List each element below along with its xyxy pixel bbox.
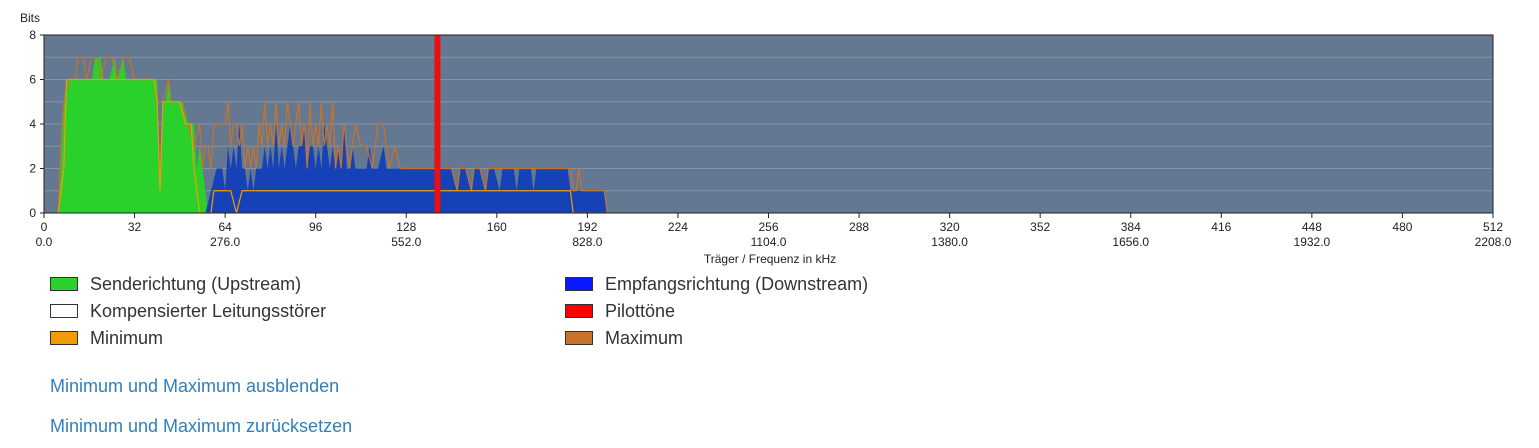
x-freq-label: 276.0 — [210, 235, 240, 249]
legend-item-pilot: Pilottöne — [565, 300, 675, 322]
bit-loading-chart: 0 2 4 6 8 0 32 64 96 128 160 192 224 256 288 320 352 384 4… — [20, 11, 1512, 266]
y-tick-label: 4 — [29, 117, 36, 131]
hide-minmax-link[interactable]: Minimum und Maximum ausblenden — [50, 376, 340, 396]
legend-item-downstream: Empfangsrichtung (Downstream) — [565, 273, 868, 295]
y-tick-label: 0 — [29, 206, 36, 220]
y-axis-label: Bits — [20, 11, 40, 25]
x-tick-label: 416 — [1211, 220, 1231, 234]
legend-label-upstream: Senderichtung (Upstream) — [90, 273, 302, 294]
legend-swatch-upstream — [50, 277, 78, 291]
x-freq-label: 1380.0 — [931, 235, 968, 249]
minimum-line — [57, 78, 608, 214]
y-tick-label: 6 — [29, 73, 36, 87]
x-tick-label: 256 — [758, 220, 778, 234]
legend-label-minimum: Minimum — [90, 327, 164, 348]
pilot-tone-marker — [434, 35, 441, 213]
x-tick-label: 224 — [668, 220, 688, 234]
legend-swatch-minimum — [50, 331, 78, 345]
x-freq-label: 1656.0 — [1112, 235, 1149, 249]
legend-swatch-maximum — [565, 331, 593, 345]
legend-item-minimum: Minimum — [50, 327, 163, 349]
legend-swatch-compensated — [50, 304, 78, 318]
legend-label-compensated: Kompensierter Leitungsstörer — [90, 300, 327, 321]
legend: Senderichtung (Upstream) Kompensierter L… — [0, 270, 1100, 360]
y-tick-label: 8 — [29, 28, 36, 42]
x-tick-label: 480 — [1392, 220, 1412, 234]
x-tick-label: 160 — [487, 220, 507, 234]
x-freq-label: 2208.0 — [1475, 235, 1512, 249]
x-tick-label: 128 — [396, 220, 416, 234]
x-tick-label: 64 — [218, 220, 232, 234]
legend-item-upstream: Senderichtung (Upstream) — [50, 273, 301, 295]
legend-label-downstream: Empfangsrichtung (Downstream) — [605, 273, 869, 294]
reset-minmax-link[interactable]: Minimum und Maximum zurücksetzen — [50, 416, 353, 436]
y-tick-label: 2 — [29, 162, 36, 176]
x-tick-label: 448 — [1302, 220, 1322, 234]
x-tick-label: 192 — [577, 220, 597, 234]
legend-swatch-pilot — [565, 304, 593, 318]
x-freq-label: 552.0 — [391, 235, 421, 249]
x-tick-label: 512 — [1483, 220, 1503, 234]
legend-item-maximum: Maximum — [565, 327, 683, 349]
x-tick-label: 96 — [309, 220, 323, 234]
x-tick-label: 320 — [940, 220, 960, 234]
x-tick-label: 384 — [1121, 220, 1141, 234]
legend-label-maximum: Maximum — [605, 327, 684, 348]
x-freq-label: 1104.0 — [751, 235, 787, 249]
legend-label-pilot: Pilottöne — [605, 300, 676, 321]
legend-item-compensated: Kompensierter Leitungsstörer — [50, 300, 326, 322]
x-axis-label: Träger / Frequenz in kHz — [704, 252, 836, 266]
x-tick-label: 32 — [128, 220, 142, 234]
x-tick-label: 288 — [849, 220, 869, 234]
x-freq-label: 0.0 — [36, 235, 53, 249]
x-tick-label: 0 — [41, 220, 48, 234]
x-freq-label: 828.0 — [572, 235, 602, 249]
x-tick-label: 352 — [1030, 220, 1050, 234]
x-freq-label: 1932.0 — [1294, 235, 1331, 249]
legend-swatch-downstream — [565, 277, 593, 291]
